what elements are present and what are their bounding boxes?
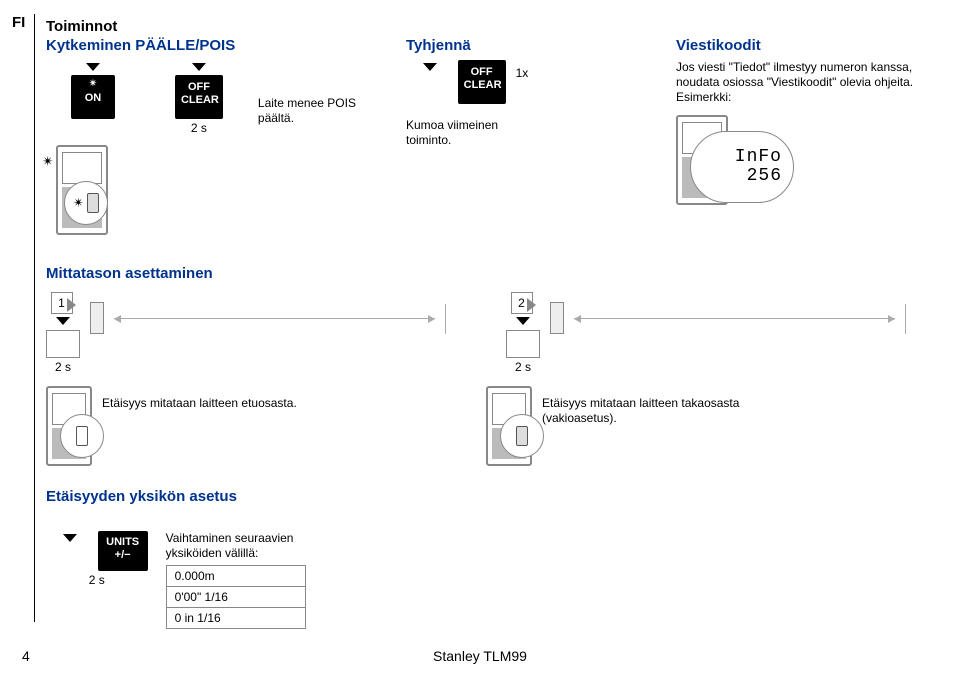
bubble-icon: ✴ <box>64 181 108 225</box>
unit-row: 0.000m <box>167 566 305 587</box>
units-button: UNITS +/− <box>98 531 148 571</box>
reference-front-icon <box>46 330 80 358</box>
units-table: 0.000m 0'00" 1/16 0 in 1/16 <box>166 565 306 629</box>
mini-device-icon <box>550 302 564 334</box>
mitta-heading: Mittatason asettaminen <box>46 265 920 282</box>
brand-label: Stanley TLM99 <box>60 648 900 664</box>
distance-arrow <box>574 318 895 319</box>
page-footer: 4 Stanley TLM99 <box>0 648 960 664</box>
display-bubble: InFo 256 <box>690 131 794 203</box>
off-clear-button: OFF CLEAR <box>175 75 223 119</box>
mitta-caption-1: Etäisyys mitataan laitteen etuosasta. <box>102 396 332 411</box>
unit-row: 0'00" 1/16 <box>167 587 305 608</box>
distance-end-tick <box>445 304 446 334</box>
chevron-right-icon <box>527 298 536 312</box>
units-caption: Vaihtaminen seuraavien yksiköiden välill… <box>166 531 306 561</box>
distance-end-tick <box>905 304 906 334</box>
press-down-icon <box>69 62 117 71</box>
page-number: 4 <box>0 648 60 664</box>
col2-caption: Kumoa viimeinen toiminto. <box>406 118 546 148</box>
duration-label: 2 s <box>55 360 71 374</box>
duration-label: 2 s <box>515 360 531 374</box>
press-down-icon <box>516 316 530 325</box>
press-count: 1x <box>516 66 529 80</box>
spark-icon: ✴ <box>42 153 54 170</box>
page-title: Toiminnot <box>46 18 920 35</box>
mini-device-icon <box>90 302 104 334</box>
chevron-right-icon <box>67 298 76 312</box>
display-code-text: 256 <box>702 167 782 186</box>
duration-label: 2 s <box>150 121 248 135</box>
col3-heading: Viestikoodit <box>676 37 936 54</box>
col1-caption: Laite menee POIS päältä. <box>258 96 366 126</box>
press-down-icon <box>46 533 94 542</box>
units-heading: Etäisyyden yksikön asetus <box>46 488 920 505</box>
mitta-caption-2: Etäisyys mitataan laitteen takaosasta (v… <box>542 396 772 426</box>
press-down-icon <box>175 62 223 71</box>
left-vertical-rule <box>34 14 35 622</box>
language-label: FI <box>12 14 25 31</box>
duration-label: 2 s <box>46 573 148 587</box>
reference-back-icon <box>506 330 540 358</box>
off-clear-button: OFF CLEAR <box>458 60 506 104</box>
spark-icon: ✴ <box>73 195 84 211</box>
unit-row: 0 in 1/16 <box>167 608 305 628</box>
col1-heading: Kytkeminen PÄÄLLE/POIS <box>46 37 366 54</box>
col3-body: Jos viesti "Tiedot" ilmestyy numeron kan… <box>676 60 916 105</box>
on-button: ✴ ON <box>71 75 115 119</box>
distance-arrow <box>114 318 435 319</box>
bubble-icon <box>60 414 104 458</box>
display-info-text: InFo <box>702 148 782 167</box>
press-down-icon <box>406 62 454 71</box>
press-down-icon <box>56 316 70 325</box>
bubble-icon <box>500 414 544 458</box>
col2-heading: Tyhjennä <box>406 37 636 54</box>
